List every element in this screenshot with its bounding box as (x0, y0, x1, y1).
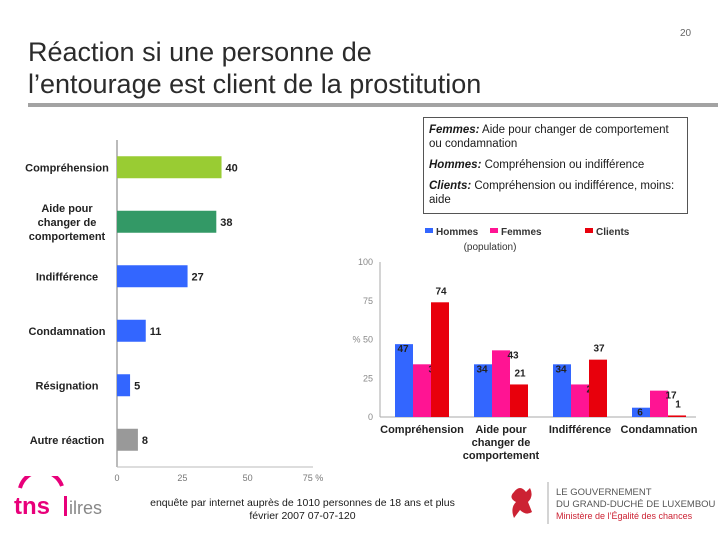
category-label: Aide pour (41, 203, 93, 215)
bar-value-label: 34 (555, 364, 567, 375)
lion-icon (511, 488, 532, 518)
bar-value-label: 6 (637, 408, 643, 419)
category-label: comportement (29, 231, 106, 243)
bar-value-label: 1 (675, 399, 681, 410)
x-tick-label: 50 (243, 473, 253, 483)
x-tick-label: 75 % (303, 473, 324, 483)
category-label: comportement (463, 450, 540, 462)
y-tick-label: % 50 (352, 335, 373, 345)
legend-note: (population) (464, 242, 517, 253)
note-label: Femmes: (429, 124, 480, 136)
y-tick-label: 100 (358, 257, 373, 267)
title-line-2: l’entourage est client de la prostitutio… (28, 69, 482, 99)
bar (413, 364, 431, 417)
category-label: Indifférence (549, 424, 611, 436)
bar (117, 156, 222, 179)
bar-value-label: 27 (192, 271, 204, 283)
note-label: Hommes: (429, 159, 482, 171)
bar-value-label: 5 (134, 380, 140, 392)
reactions-by-population-bar-chart: Hommes Femmes Clients (population) 0 25 % 50 75… (352, 227, 698, 462)
bar (395, 344, 413, 417)
gov-line-3: Ministère de l’Égalité des chances (556, 511, 693, 521)
note-hommes: Hommes: Compréhension ou indifférence (429, 158, 682, 172)
category-label: Condamnation (621, 424, 698, 436)
x-tick-label: 0 (114, 473, 119, 483)
bar (650, 390, 668, 417)
bar (117, 210, 217, 233)
y-tick-label: 0 (368, 412, 373, 422)
logo-separator (64, 496, 67, 516)
bar (431, 302, 449, 417)
bar (117, 428, 138, 451)
bar-value-label: 43 (507, 350, 519, 361)
note-text: Compréhension ou indifférence, moins: ai… (429, 180, 675, 206)
bar-value-label: 11 (150, 326, 162, 338)
gov-line-1: LE GOUVERNEMENT (556, 487, 652, 498)
legend-swatch (490, 228, 498, 233)
bar-value-label: 37 (593, 344, 605, 355)
bar-value-label: 40 (226, 162, 238, 174)
note-clients: Clients: Compréhension ou indifférence, … (429, 179, 682, 207)
reactions-horizontal-bar-chart: 40 Compréhension 38 Aide pour changer de comp… (25, 140, 324, 483)
bar (668, 415, 686, 417)
title-line-1: Réaction si une personne de (28, 37, 372, 67)
gov-line-2: DU GRAND-DUCHÉ DE LUXEMBOURG (556, 499, 715, 510)
y-tick-label: 25 (363, 373, 373, 383)
slide-title: Réaction si une personne de l’entourage … (28, 36, 588, 100)
category-label: changer de (38, 217, 97, 229)
bar (510, 384, 528, 417)
x-tick-label: 25 (177, 473, 187, 483)
bar (589, 359, 607, 417)
footnote-line-2: février 2007 07-07-120 (249, 510, 356, 522)
findings-note-box: Femmes: Aide pour changer de comportemen… (423, 117, 688, 214)
logo-arc (18, 476, 64, 489)
logo-tns-text: tns (14, 493, 50, 520)
bar-value-label: 34 (476, 364, 488, 375)
bar-value-label: 8 (142, 435, 148, 447)
category-label: Aide pour (475, 424, 527, 436)
title-divider (28, 103, 718, 107)
category-label: Autre réaction (30, 435, 105, 447)
tns-ilres-logo: tns ilres (14, 476, 102, 520)
category-label: Condamnation (29, 326, 106, 338)
legend-swatch (585, 228, 593, 233)
note-text: Aide pour changer de comportement ou con… (429, 124, 669, 150)
bar-value-label: 47 (397, 344, 409, 355)
note-label: Clients: (429, 180, 472, 192)
category-label: changer de (472, 437, 531, 449)
footnote-line-1: enquête par internet auprès de 1010 pers… (150, 497, 455, 509)
bar (553, 364, 571, 417)
bar (117, 374, 131, 397)
bar-value-label: 74 (435, 286, 447, 297)
category-label: Indifférence (36, 271, 98, 283)
bar (632, 407, 650, 417)
bar (492, 350, 510, 417)
legend-swatch (425, 228, 433, 233)
category-label: Compréhension (25, 162, 109, 174)
note-femmes: Femmes: Aide pour changer de comportemen… (429, 123, 682, 151)
bar (117, 265, 188, 288)
category-label: Compréhension (380, 424, 464, 436)
survey-footnote: enquête par internet auprès de 1010 pers… (140, 497, 465, 523)
legend-label: Clients (596, 227, 630, 238)
bar (571, 384, 589, 417)
luxembourg-government-logo: LE GOUVERNEMENT DU GRAND-DUCHÉ DE LUXEMB… (511, 482, 715, 524)
page-number: 20 (680, 28, 692, 39)
legend-label: Femmes (501, 227, 542, 238)
bar-value-label: 21 (514, 368, 526, 379)
legend-label: Hommes (436, 227, 479, 238)
category-label: Résignation (36, 380, 99, 392)
logo-ilres-text: ilres (69, 498, 102, 518)
bar-value-label: 17 (665, 391, 677, 402)
bar (117, 319, 146, 342)
note-text: Compréhension ou indifférence (481, 159, 645, 171)
y-tick-label: 75 (363, 296, 373, 306)
bar (474, 364, 492, 417)
bar-value-label: 38 (220, 217, 232, 229)
